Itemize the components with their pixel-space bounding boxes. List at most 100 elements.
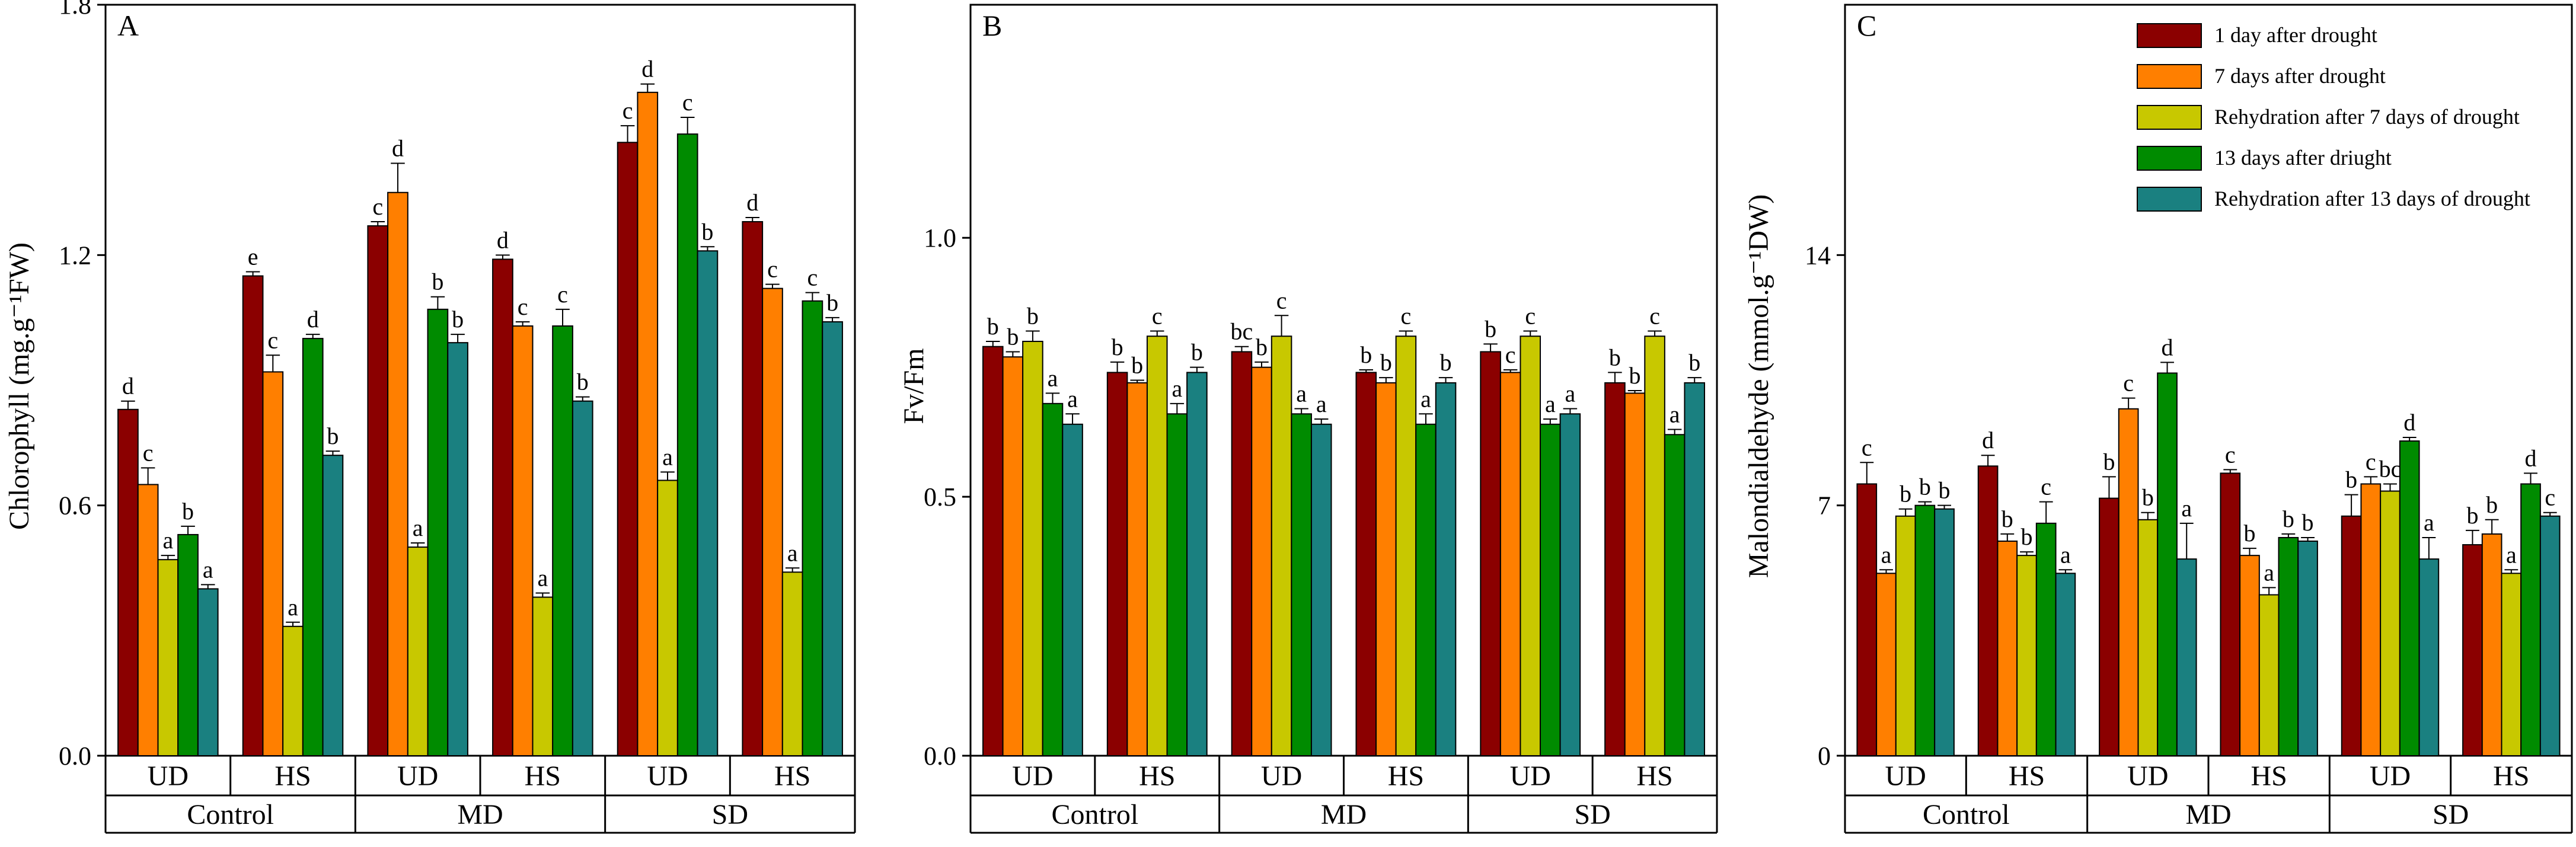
significance-letter: b — [826, 289, 838, 316]
significance-letter: b — [2283, 506, 2294, 532]
bar — [242, 275, 264, 756]
significance-letter: b — [432, 269, 443, 295]
bar — [2360, 483, 2382, 756]
x-category-label: UD — [2127, 760, 2168, 792]
significance-letter: d — [2403, 409, 2415, 436]
bar — [427, 308, 449, 756]
bar — [2239, 555, 2260, 757]
significance-letter: bc — [2379, 455, 2402, 482]
bar — [1355, 372, 1377, 756]
legend: 1 day after drought 7 days after drought R… — [2137, 23, 2530, 212]
significance-letter: b — [1191, 339, 1203, 366]
bar — [1166, 413, 1188, 756]
bar — [532, 596, 554, 756]
significance-letter: b — [2302, 509, 2314, 536]
significance-letter: c — [143, 439, 154, 466]
significance-letter: a — [2060, 541, 2071, 568]
significance-letter: d — [307, 306, 319, 333]
significance-letter: c — [267, 327, 278, 353]
bar — [117, 408, 139, 756]
x-category-label: HS — [1388, 760, 1424, 792]
bar — [1042, 402, 1064, 756]
legend-label: Rehydration after 13 days of drought — [2214, 187, 2530, 210]
significance-letter: e — [248, 243, 258, 270]
x-group-label: SD — [1574, 799, 1610, 830]
bar — [2481, 533, 2502, 757]
bar — [1435, 382, 1457, 756]
bar — [1997, 541, 2018, 756]
significance-letter: c — [2123, 370, 2134, 397]
significance-letter: b — [1131, 352, 1143, 379]
legend-swatch — [2137, 187, 2202, 212]
significance-letter: c — [372, 193, 383, 220]
panel-letter: A — [117, 9, 139, 42]
bar — [2278, 536, 2299, 756]
bar — [1310, 423, 1332, 756]
bar — [2055, 573, 2076, 756]
bar — [1499, 372, 1521, 756]
legend-label: 13 days after driught — [2214, 146, 2392, 170]
bar — [2099, 497, 2119, 756]
significance-letter: a — [537, 564, 548, 591]
bar — [492, 258, 513, 757]
significance-letter: b — [1485, 315, 1496, 342]
legend-swatch — [2137, 146, 2202, 171]
significance-letter: d — [2525, 445, 2537, 471]
significance-letter: d — [641, 56, 653, 82]
bar — [387, 191, 408, 756]
bar — [1002, 356, 1024, 756]
x-category-label: UD — [1012, 760, 1053, 792]
significance-letter: b — [1112, 334, 1123, 360]
bar — [2380, 490, 2401, 756]
legend-swatch — [2137, 64, 2202, 89]
bar — [2258, 594, 2280, 756]
significance-letter: b — [577, 369, 589, 395]
significance-letter: a — [1172, 375, 1182, 402]
significance-letter: a — [413, 514, 423, 541]
significance-letter: c — [2366, 448, 2376, 475]
significance-letter: a — [2506, 541, 2517, 568]
x-category-label: HS — [2251, 760, 2287, 792]
y-tick-label: 0.0 — [924, 741, 956, 771]
x-group-label: MD — [1321, 799, 1367, 830]
significance-letter: b — [1629, 362, 1641, 389]
bar — [262, 371, 284, 756]
bar — [1664, 434, 1686, 756]
significance-letter: a — [162, 527, 173, 554]
significance-letter: b — [2486, 491, 2498, 518]
significance-letter: b — [1440, 349, 1452, 376]
bar — [322, 455, 344, 756]
bar — [1231, 351, 1253, 756]
legend-label: 1 day after drought — [2214, 23, 2377, 47]
y-tick-label: 1.0 — [924, 223, 956, 252]
significance-letter: a — [2181, 495, 2192, 522]
bar — [2016, 555, 2037, 757]
x-category-label: UD — [148, 760, 189, 792]
significance-letter: d — [2162, 334, 2173, 360]
bar — [2341, 515, 2362, 756]
significance-letter: c — [623, 97, 633, 124]
x-group-label: SD — [712, 799, 748, 830]
bar — [137, 484, 159, 756]
significance-letter: c — [767, 256, 778, 283]
significance-letter: c — [807, 264, 818, 291]
significance-letter: a — [1670, 401, 1680, 428]
bar — [822, 321, 843, 756]
x-group-label: SD — [2433, 799, 2469, 830]
significance-letter: b — [2345, 466, 2357, 493]
bar — [1604, 382, 1626, 756]
bar — [2399, 440, 2420, 756]
y-tick-label: 0.5 — [924, 482, 956, 512]
bar — [637, 91, 659, 757]
bar — [1395, 335, 1417, 756]
bar — [1895, 515, 1916, 756]
significance-letter: a — [1421, 385, 1431, 412]
y-tick-label: 1.2 — [59, 241, 91, 270]
x-category-label: HS — [1139, 760, 1175, 792]
bar — [2462, 544, 2483, 756]
significance-letter: c — [682, 89, 693, 116]
bar — [512, 325, 534, 756]
significance-letter: b — [327, 423, 339, 449]
